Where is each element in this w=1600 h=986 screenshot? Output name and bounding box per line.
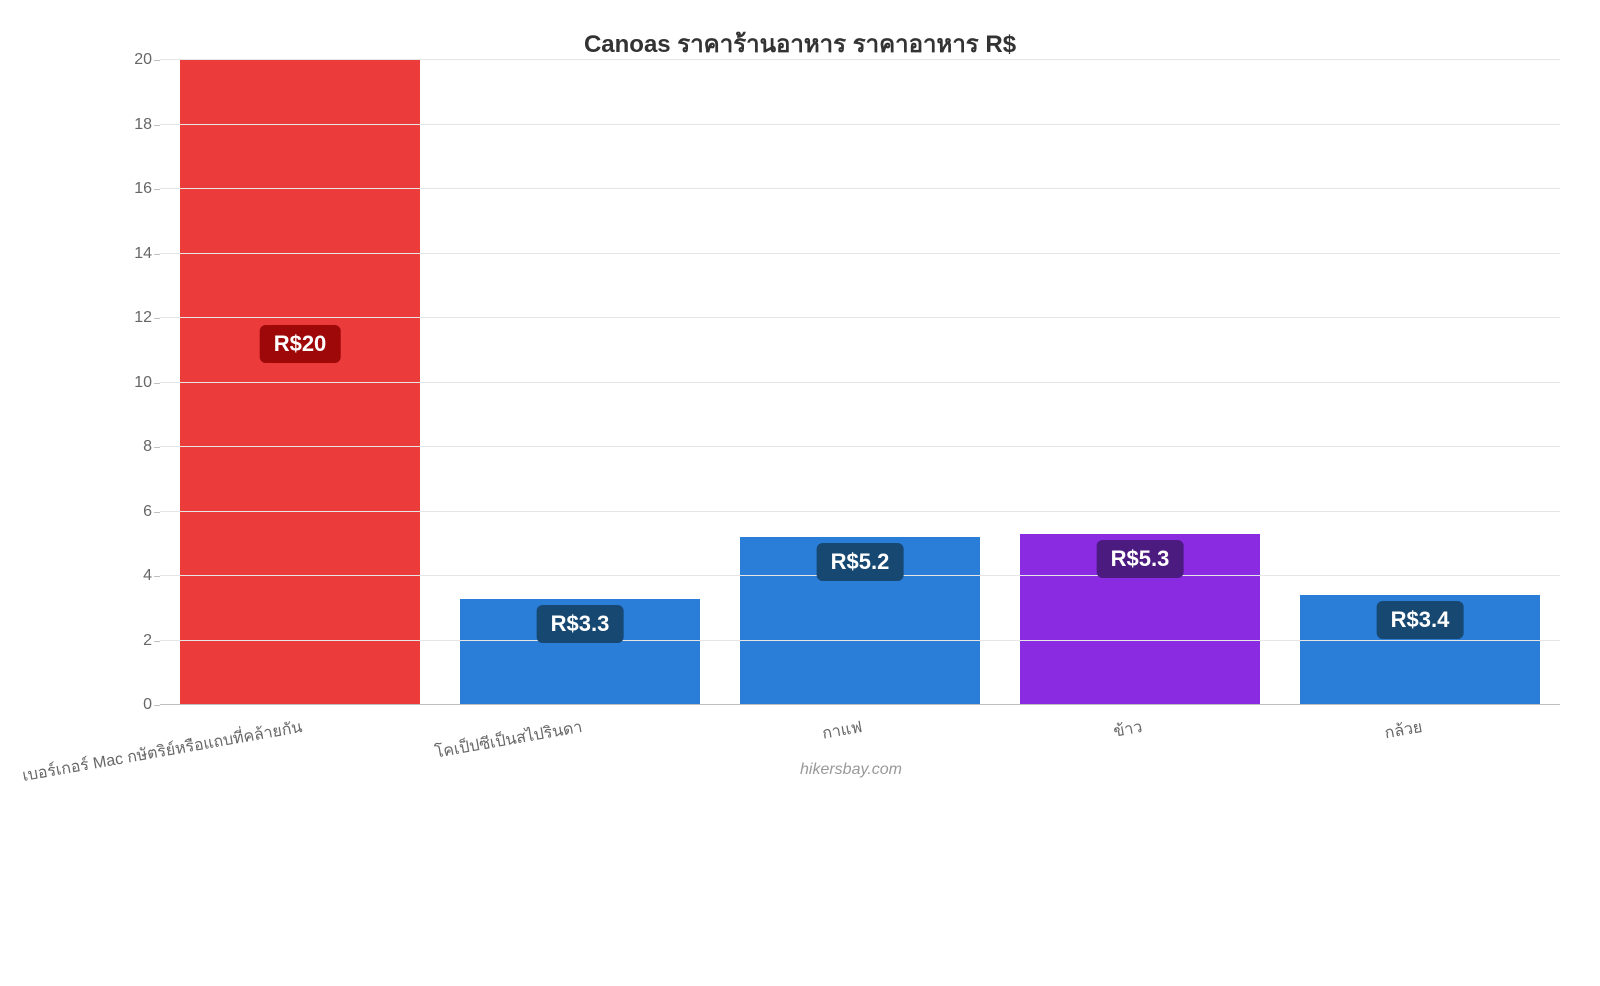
y-tick bbox=[154, 705, 160, 706]
y-tick-label: 20 bbox=[134, 51, 152, 69]
y-tick bbox=[154, 318, 160, 319]
bar bbox=[180, 60, 421, 705]
price-chart: Canoas ราคาร้านอาหาร ราคาอาหาร R$ hikers… bbox=[0, 0, 1600, 800]
chart-title: Canoas ราคาร้านอาหาร ราคาอาหาร R$ bbox=[0, 24, 1600, 63]
y-tick-label: 2 bbox=[143, 632, 152, 650]
y-tick bbox=[154, 576, 160, 577]
y-tick-label: 8 bbox=[143, 438, 152, 456]
y-tick bbox=[154, 60, 160, 61]
grid-line bbox=[160, 124, 1560, 125]
y-tick bbox=[154, 125, 160, 126]
grid-line bbox=[160, 317, 1560, 318]
y-tick-label: 10 bbox=[134, 374, 152, 392]
y-tick bbox=[154, 189, 160, 190]
y-tick-label: 18 bbox=[134, 116, 152, 134]
grid-line bbox=[160, 59, 1560, 60]
value-badge: R$20 bbox=[260, 325, 341, 363]
x-axis-line bbox=[160, 704, 1560, 705]
bars-layer bbox=[160, 60, 1560, 705]
y-tick-label: 16 bbox=[134, 180, 152, 198]
grid-line bbox=[160, 446, 1560, 447]
y-tick-label: 0 bbox=[143, 696, 152, 714]
y-tick bbox=[154, 641, 160, 642]
grid-line bbox=[160, 253, 1560, 254]
value-badge: R$5.2 bbox=[817, 543, 904, 581]
y-tick bbox=[154, 447, 160, 448]
value-badge: R$3.3 bbox=[537, 605, 624, 643]
y-tick-label: 6 bbox=[143, 503, 152, 521]
grid-line bbox=[160, 382, 1560, 383]
y-tick-label: 4 bbox=[143, 567, 152, 585]
plot-area bbox=[160, 60, 1560, 705]
grid-line bbox=[160, 640, 1560, 641]
y-tick-label: 12 bbox=[134, 309, 152, 327]
y-tick bbox=[154, 254, 160, 255]
value-badge: R$5.3 bbox=[1097, 540, 1184, 578]
y-tick-label: 14 bbox=[134, 245, 152, 263]
value-badge: R$3.4 bbox=[1377, 601, 1464, 639]
grid-line bbox=[160, 511, 1560, 512]
y-tick bbox=[154, 383, 160, 384]
grid-line bbox=[160, 188, 1560, 189]
y-tick bbox=[154, 512, 160, 513]
